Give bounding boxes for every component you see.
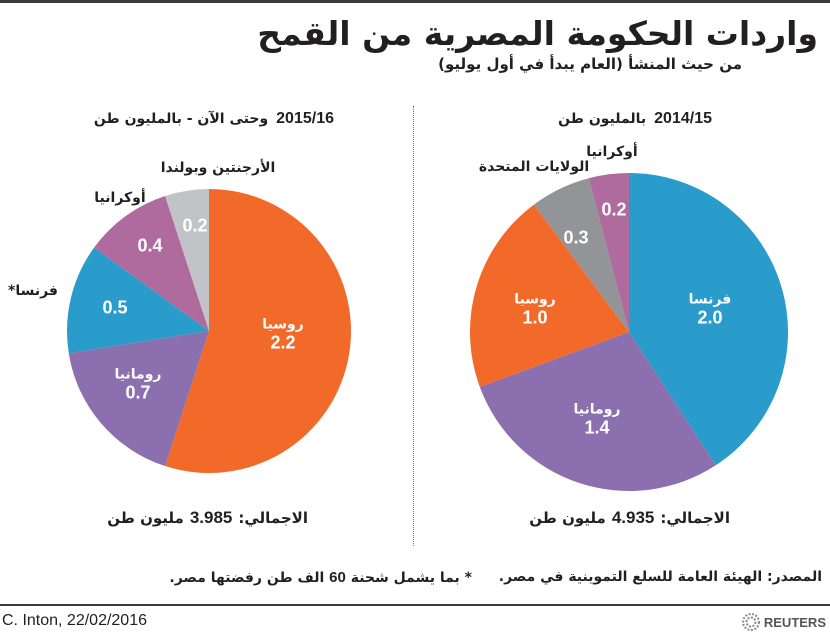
reuters-logo: REUTERS: [741, 613, 826, 631]
slice-value: 0.3: [563, 227, 589, 248]
slice-label: 0.2: [601, 200, 626, 221]
top-rule: [0, 0, 830, 3]
pie-slice: [533, 178, 629, 332]
year-label: 2015/16: [276, 110, 334, 127]
pie-slice: [67, 247, 209, 354]
slice-label: 0.4: [137, 236, 162, 257]
year-label: 2014/15: [654, 110, 712, 127]
divider: [413, 106, 414, 546]
footnote-text: * بما يشمل شحنة: [350, 570, 472, 586]
slice-name: روسيا: [514, 291, 556, 308]
slice-label: 0.2: [182, 216, 207, 237]
bottom-rule: [0, 604, 830, 606]
slice-label: 0.3: [563, 228, 588, 249]
slice-value: 0.5: [102, 297, 128, 318]
pie-header-2014: 2014/15 بالمليون طن: [558, 110, 712, 128]
slice-name-outside: أوكرانيا: [586, 143, 638, 160]
slice-value: 0.7: [125, 382, 151, 403]
total-value: 4.935: [611, 508, 655, 527]
slice-value: 1.0: [522, 307, 548, 328]
slice-value: 0.4: [137, 235, 163, 256]
source-note: المصدر: الهيئة العامة للسلع التموينية في…: [498, 569, 822, 585]
slice-label: روسيا 2.2: [262, 317, 304, 354]
slice-name: فرنسا: [688, 291, 732, 308]
total-label: الاجمالي:: [238, 509, 308, 527]
total-unit: مليون طن: [107, 509, 184, 527]
slice-name-outside: الأرجنتين وبولندا: [160, 159, 276, 176]
slice-value: 0.2: [601, 199, 627, 220]
slice-value: 0.2: [182, 215, 208, 236]
unit-label: بالمليون طن: [558, 111, 647, 127]
pie-slice: [165, 189, 209, 331]
total-label: الاجمالي:: [660, 509, 730, 527]
pie-slice: [588, 173, 629, 332]
logo-text: REUTERS: [763, 614, 826, 630]
footnote-text: الف طن رفضتها مصر.: [169, 570, 325, 586]
slice-name: رومانيا: [114, 366, 162, 383]
footnote-number: 60: [329, 569, 346, 586]
slice-name: رومانيا: [573, 401, 621, 418]
slice-label: رومانيا 0.7: [115, 367, 162, 404]
slice-name-outside: الولايات المتحدة: [478, 158, 590, 175]
slice-value: 2.0: [697, 307, 723, 328]
total-unit: مليون طن: [529, 509, 606, 527]
slice-name-outside: أوكرانيا: [94, 189, 146, 206]
slice-label: 0.5: [102, 298, 127, 319]
pie-slice: [94, 195, 209, 331]
pie-slice: [469, 204, 629, 387]
total-2015: الاجمالي: 3.985 مليون طن: [107, 508, 308, 528]
pie-slice: [68, 331, 209, 467]
chart-title: واردات الحكومة المصرية من القمح: [257, 14, 818, 53]
pie-slice: [165, 189, 352, 474]
slice-label: روسيا 1.0: [514, 292, 556, 329]
chart-subtitle: من حيث المنشأ (العام يبدأ في أول يوليو): [438, 55, 742, 73]
footnote: * بما يشمل شحنة 60 الف طن رفضتها مصر.: [169, 569, 472, 586]
slice-value: 1.4: [584, 417, 610, 438]
slice-value: 2.2: [270, 332, 296, 353]
total-2014: الاجمالي: 4.935 مليون طن: [529, 508, 730, 528]
pie-header-2015: 2015/16 وحتى الآن - بالمليون طن: [94, 110, 334, 128]
slice-label: فرنسا 2.0: [689, 292, 732, 329]
pie-slice: [629, 173, 788, 466]
unit-label: وحتى الآن - بالمليون طن: [93, 111, 269, 127]
total-value: 3.985: [189, 508, 233, 527]
slice-name: روسيا: [262, 316, 304, 333]
slice-label: رومانيا 1.4: [574, 402, 621, 439]
reuters-dots-icon: [741, 613, 760, 631]
slice-name-outside: فرنسا*: [8, 282, 58, 299]
pie-slice: [479, 332, 716, 492]
credit: C. Inton, 22/02/2016: [2, 612, 147, 629]
